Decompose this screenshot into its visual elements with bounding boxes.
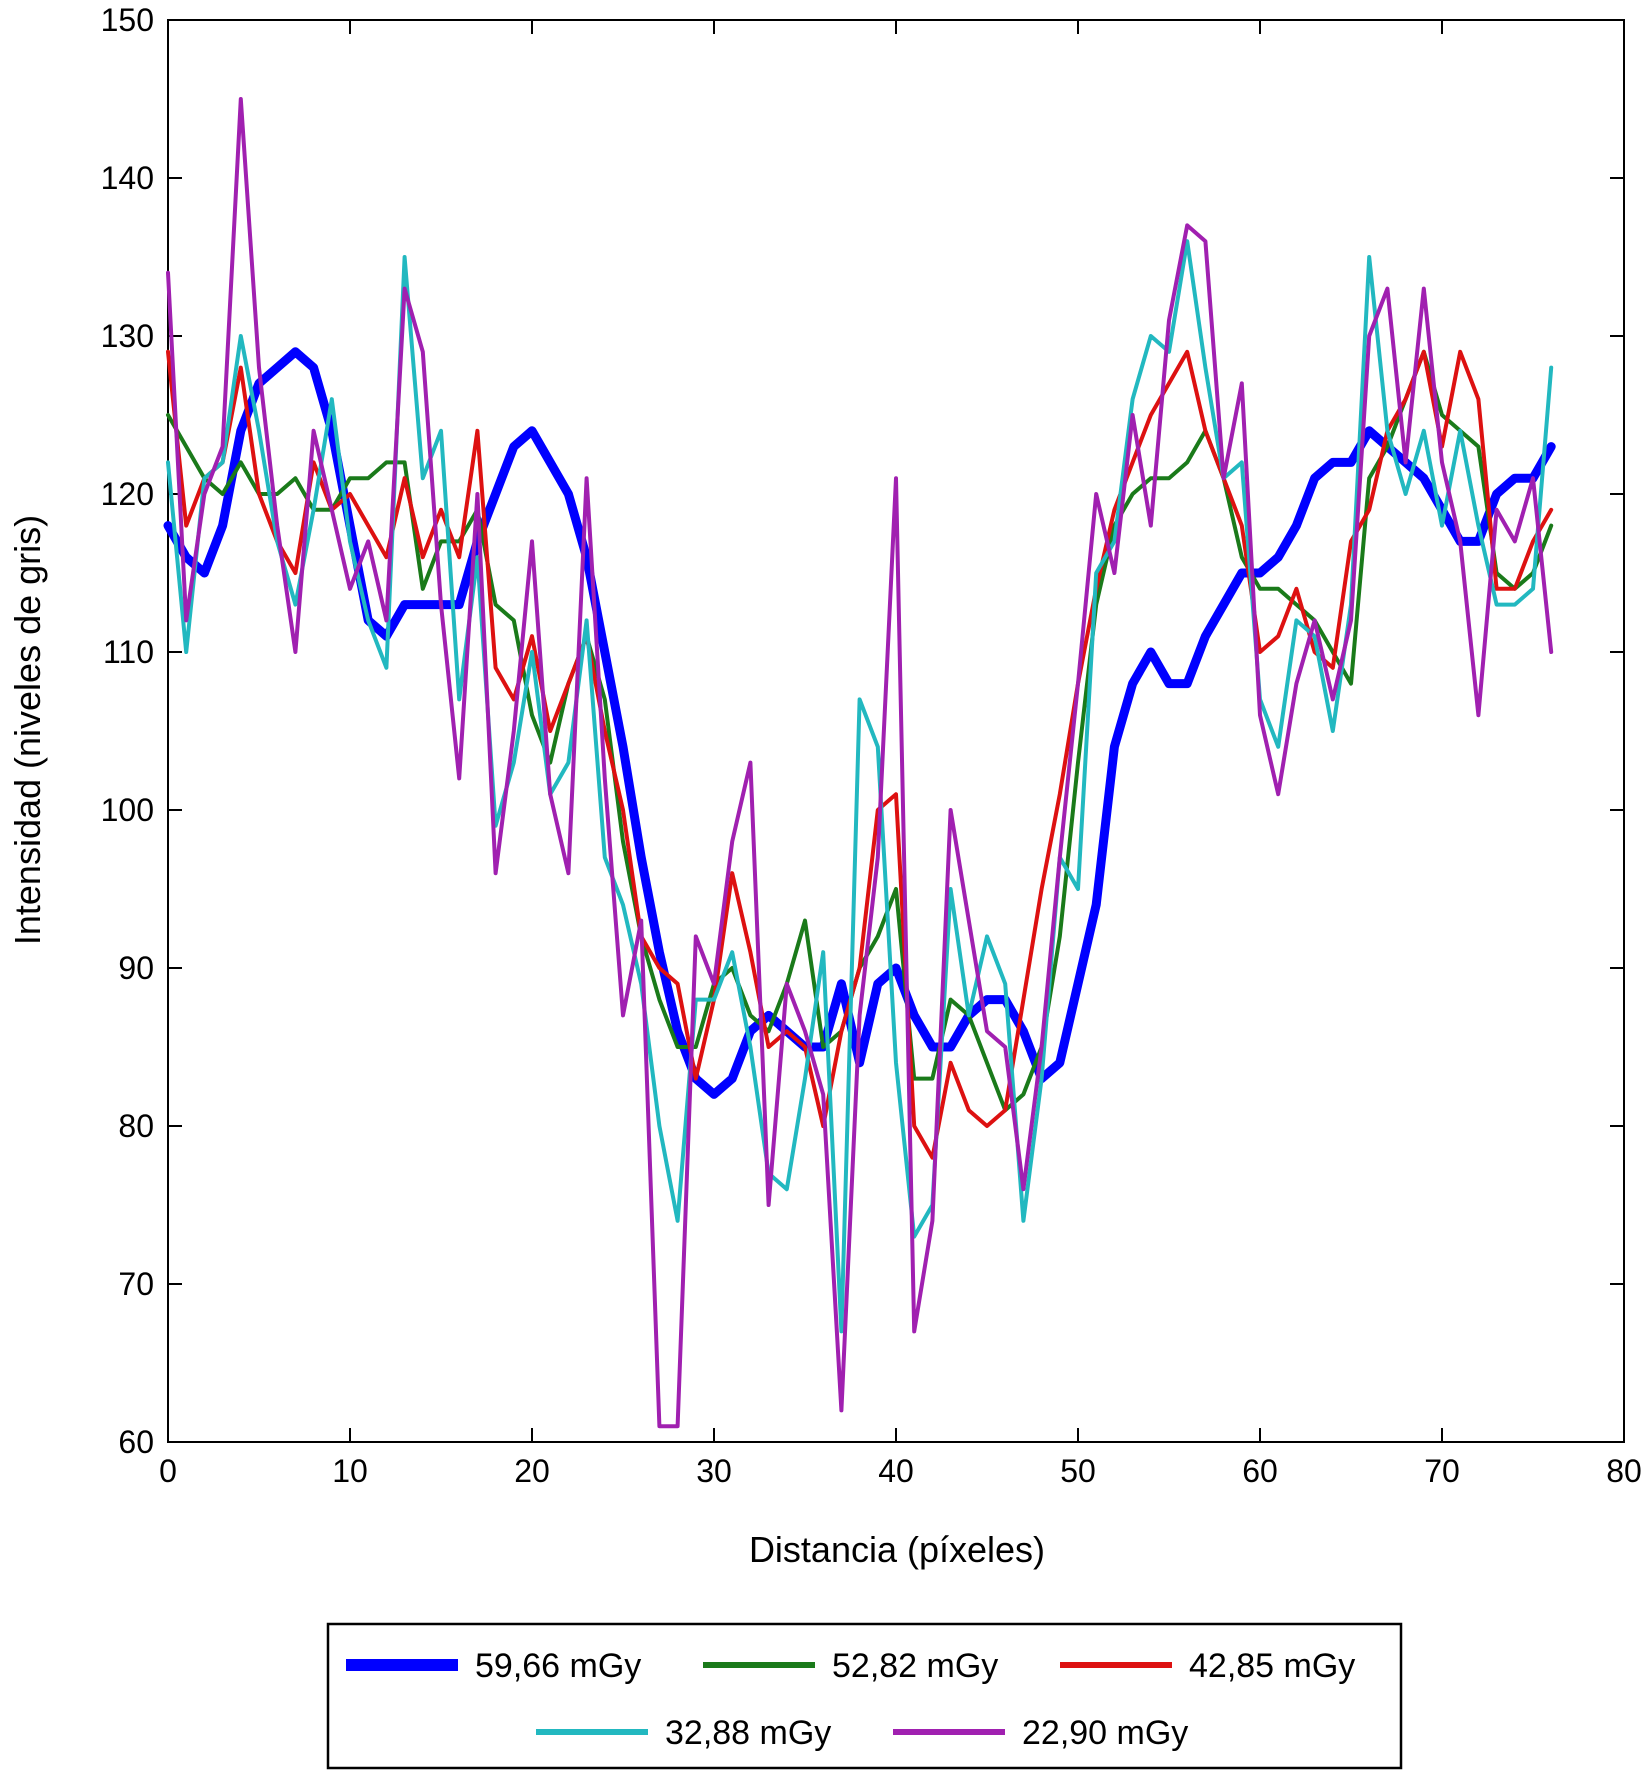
y-tick-label: 140	[101, 160, 154, 196]
series-line-1	[163, 347, 1556, 1099]
legend-box	[326, 1622, 1403, 1770]
y-tick-label: 100	[101, 792, 154, 828]
y-tick-label: 80	[118, 1108, 154, 1144]
legend-label-1: 59,66 mGy	[475, 1647, 641, 1685]
x-tick-label: 30	[696, 1453, 732, 1489]
x-tick-label: 0	[159, 1453, 177, 1489]
y-tick-label: 70	[118, 1266, 154, 1302]
y-tick-label: 90	[118, 950, 154, 986]
y-tick-label: 110	[103, 634, 154, 670]
x-tick-label: 70	[1424, 1453, 1460, 1489]
y-tick-label: 60	[118, 1424, 154, 1460]
y-tick-label: 120	[101, 476, 154, 512]
x-tick-label: 60	[1242, 1453, 1278, 1489]
y-tick-label: 150	[101, 2, 154, 38]
legend: 59,66 mGy 52,82 mGy 42,85 mGy 32,88 mGy 22,9…	[326, 1622, 1403, 1770]
x-tick-label: 50	[1060, 1453, 1096, 1489]
x-tick-label: 80	[1606, 1453, 1642, 1489]
legend-label-5: 22,90 mGy	[1022, 1714, 1188, 1752]
legend-label-2: 52,82 mGy	[832, 1647, 998, 1685]
x-tick-label: 10	[332, 1453, 368, 1489]
y-axis-title: Intensidad (niveles de gris)	[7, 515, 48, 945]
x-tick-label: 20	[514, 1453, 550, 1489]
x-axis-title: Distancia (píxeles)	[749, 1529, 1045, 1570]
series-line-5	[166, 97, 1554, 1429]
legend-label-4: 32,88 mGy	[665, 1714, 831, 1752]
y-tick-label: 130	[101, 318, 154, 354]
series-layer	[163, 97, 1556, 1429]
x-tick-label: 40	[878, 1453, 914, 1489]
legend-label-3: 42,85 mGy	[1189, 1647, 1355, 1685]
axes-layer: 0 10 20 30 40 50 60 70 80 60 70 80 90 100 110 120 130 140…	[101, 2, 1642, 1489]
